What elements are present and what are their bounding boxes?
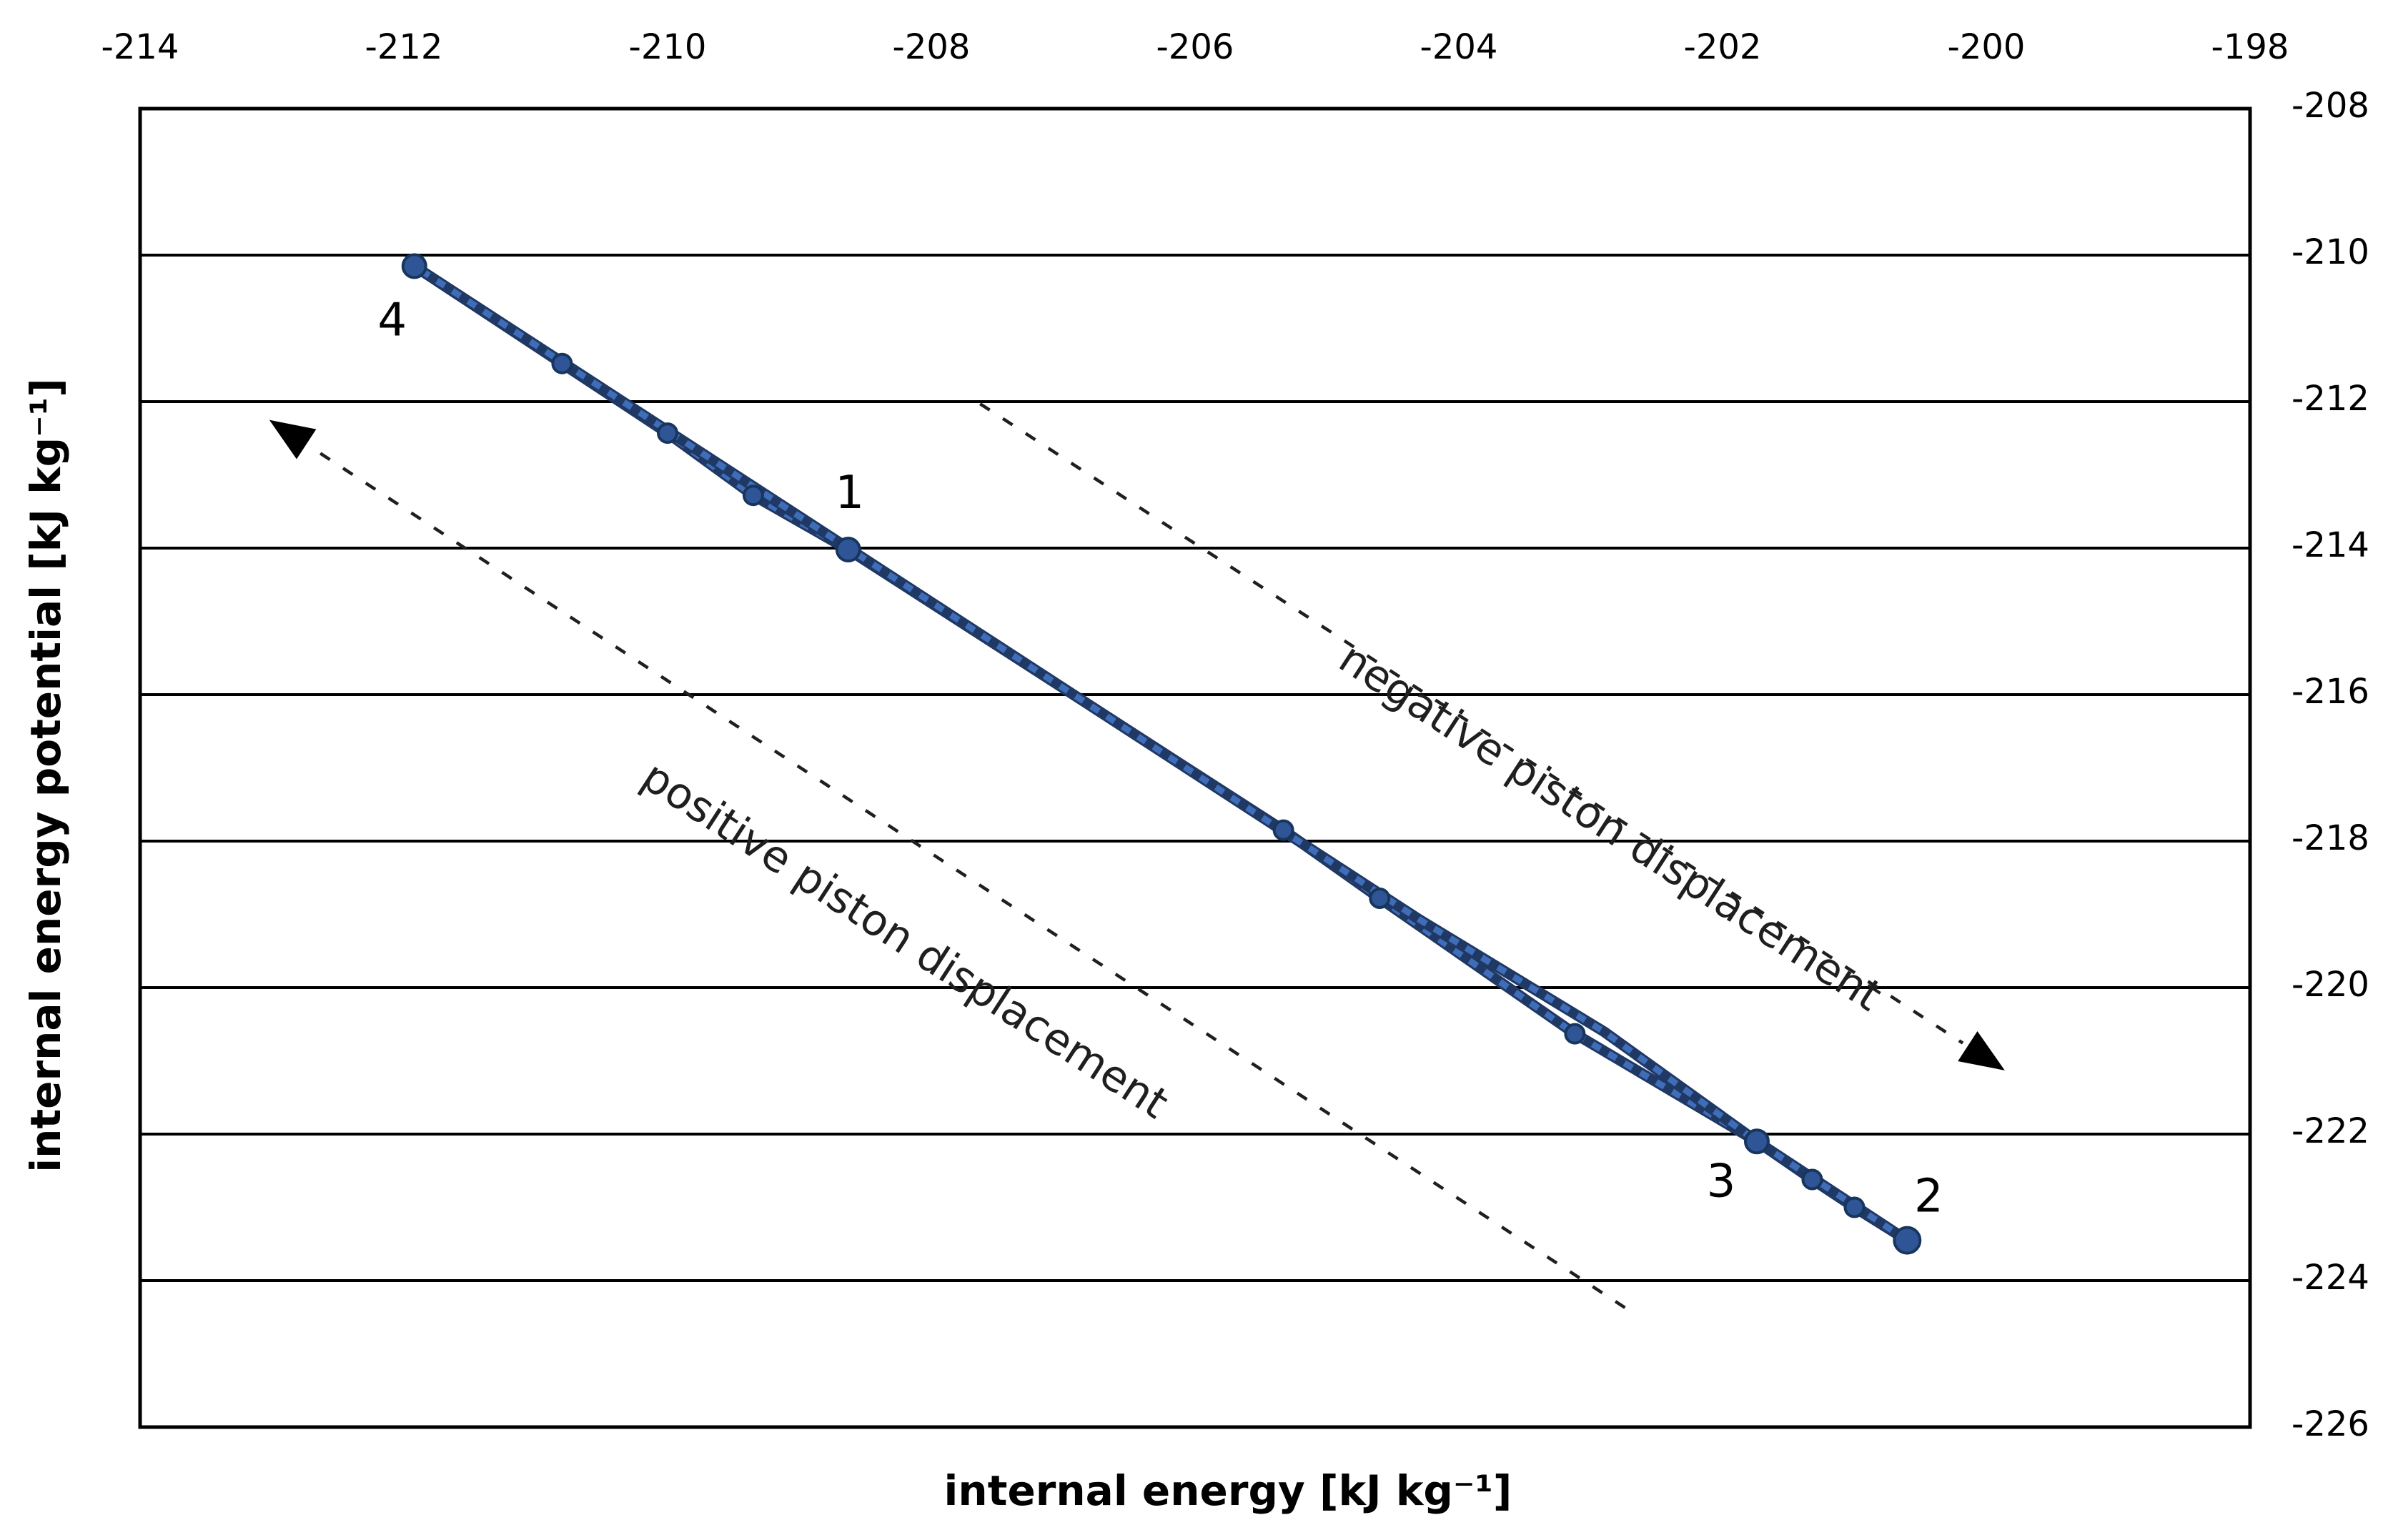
y-tick-label: -210 — [2292, 232, 2369, 272]
x-axis-title: internal energy [kJ kg⁻¹] — [943, 1466, 1512, 1515]
data-point-marker — [1369, 887, 1391, 909]
positive-displacement-arrow-head-icon — [269, 419, 317, 459]
x-tick-label: -202 — [1684, 27, 1762, 67]
y-tick-label: -218 — [2292, 818, 2369, 858]
y-axis-title: internal energy potential [kJ kg⁻¹] — [21, 378, 70, 1173]
state-point-label: 2 — [1914, 1171, 1943, 1223]
state-point-label: 4 — [377, 294, 407, 347]
x-tick-label: -200 — [1948, 27, 2026, 67]
y-tick-label: -222 — [2292, 1111, 2369, 1151]
data-point-marker — [401, 253, 427, 279]
data-point-marker — [1272, 819, 1294, 841]
state-point-label: 1 — [835, 467, 864, 520]
y-tick-label: -224 — [2292, 1258, 2369, 1298]
data-point-marker — [1893, 1226, 1922, 1255]
y-tick-label: -208 — [2292, 86, 2369, 126]
data-point-marker — [1564, 1023, 1586, 1045]
x-tick-label: -212 — [365, 27, 443, 67]
data-point-marker — [835, 537, 861, 563]
y-tick-label: -220 — [2292, 965, 2369, 1005]
y-tick-label: -214 — [2292, 525, 2369, 565]
data-point-marker — [1801, 1168, 1823, 1191]
data-point-marker — [551, 352, 573, 374]
x-tick-label: -204 — [1420, 27, 1498, 67]
plot-area-border — [138, 106, 2252, 1429]
annotation-label: positive piston displacement — [633, 751, 1177, 1128]
positive-displacement-arrow-dashed-line — [310, 446, 1626, 1309]
state-point-label: 3 — [1707, 1155, 1736, 1208]
data-point-marker — [742, 485, 764, 507]
x-tick-label: -198 — [2211, 27, 2289, 67]
data-point-marker — [1843, 1196, 1866, 1218]
annotation-label: negative piston displacement — [1330, 633, 1891, 1021]
negative-displacement-arrow-head-icon — [1958, 1031, 2005, 1070]
y-tick-label: -212 — [2292, 379, 2369, 419]
negative-displacement-arrow-dashed-line — [979, 402, 1964, 1045]
data-point-marker — [1743, 1128, 1770, 1155]
y-tick-label: -226 — [2292, 1404, 2369, 1444]
x-tick-label: -208 — [893, 27, 971, 67]
y-tick-label: -216 — [2292, 672, 2369, 712]
x-tick-label: -210 — [629, 27, 707, 67]
x-tick-label: -214 — [101, 27, 179, 67]
data-point-marker — [657, 422, 678, 444]
x-tick-label: -206 — [1156, 27, 1234, 67]
